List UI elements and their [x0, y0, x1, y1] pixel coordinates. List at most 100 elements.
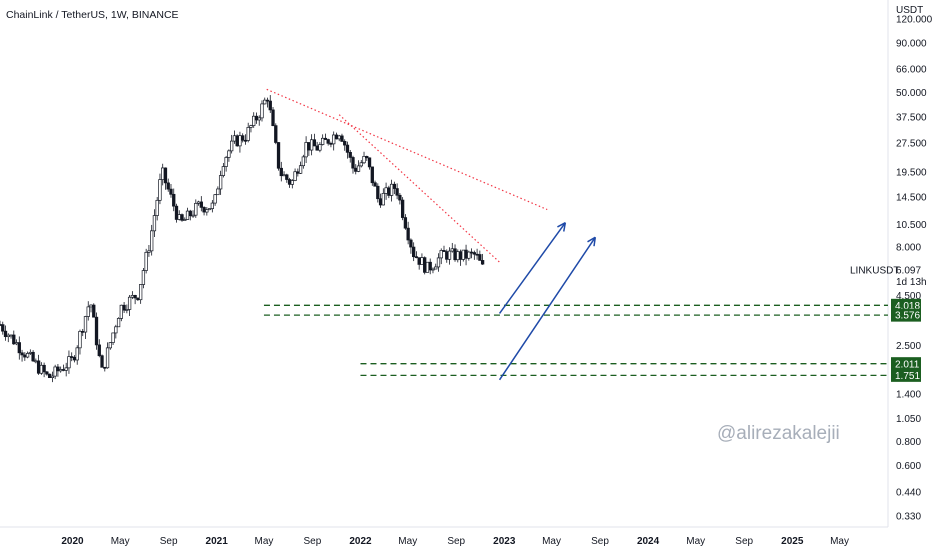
candle[interactable] — [207, 208, 212, 211]
candle[interactable] — [155, 199, 159, 216]
candle[interactable] — [362, 156, 366, 164]
candle[interactable] — [17, 342, 21, 354]
candle[interactable] — [356, 165, 361, 172]
candle[interactable] — [453, 248, 457, 261]
candle[interactable] — [25, 353, 30, 358]
candle[interactable] — [392, 183, 397, 189]
candle[interactable] — [64, 367, 68, 371]
candle[interactable] — [72, 356, 77, 361]
time-axis[interactable]: 2020 May Sep 2021 May Sep 2022 May Sep 2023 May Sep… — [61, 536, 849, 547]
candle[interactable] — [428, 261, 432, 271]
candle[interactable] — [180, 214, 184, 221]
candle[interactable] — [196, 201, 201, 204]
candle[interactable] — [287, 179, 292, 185]
candle[interactable] — [125, 309, 129, 311]
candle[interactable] — [265, 99, 270, 102]
candle[interactable] — [450, 248, 454, 252]
candle[interactable] — [296, 171, 300, 174]
candle[interactable] — [268, 100, 272, 111]
candle[interactable] — [307, 142, 311, 151]
candle[interactable] — [304, 142, 308, 158]
candle[interactable] — [406, 227, 410, 241]
candle[interactable] — [47, 373, 52, 378]
candle[interactable] — [210, 202, 214, 209]
trendline[interactable] — [338, 114, 500, 263]
candle[interactable] — [202, 207, 206, 213]
candle[interactable] — [0, 324, 2, 326]
candle[interactable] — [230, 140, 234, 152]
candle[interactable] — [467, 251, 471, 259]
candle[interactable] — [39, 364, 44, 374]
candle[interactable] — [400, 199, 405, 218]
candle[interactable] — [92, 304, 96, 318]
candle[interactable] — [376, 185, 380, 200]
candle[interactable] — [387, 187, 391, 196]
candle[interactable] — [53, 366, 57, 377]
candle[interactable] — [34, 360, 38, 363]
candle[interactable] — [345, 144, 350, 153]
candle[interactable] — [31, 351, 35, 362]
candle[interactable] — [243, 139, 248, 142]
candle[interactable] — [312, 139, 317, 147]
candle[interactable] — [384, 187, 388, 194]
candle[interactable] — [276, 142, 281, 169]
candle[interactable] — [480, 260, 485, 265]
candle[interactable] — [238, 135, 242, 147]
candle[interactable] — [381, 192, 385, 206]
candle[interactable] — [83, 316, 88, 333]
projection-arrow[interactable] — [498, 222, 566, 314]
candle[interactable] — [285, 174, 289, 180]
candle[interactable] — [61, 369, 66, 371]
candle[interactable] — [213, 194, 217, 204]
candle[interactable] — [398, 194, 402, 201]
candle[interactable] — [70, 356, 74, 358]
candle[interactable] — [144, 251, 148, 271]
candle[interactable] — [321, 137, 325, 145]
candle[interactable] — [174, 205, 179, 220]
candle[interactable] — [216, 188, 220, 196]
candle[interactable] — [403, 217, 408, 229]
candle[interactable] — [119, 304, 123, 319]
candle[interactable] — [254, 115, 259, 121]
candle[interactable] — [318, 144, 322, 151]
candle[interactable] — [439, 250, 443, 259]
candle[interactable] — [434, 266, 438, 270]
candle[interactable] — [227, 150, 231, 158]
candle[interactable] — [232, 135, 237, 142]
candle[interactable] — [89, 304, 93, 308]
candle[interactable] — [365, 156, 369, 159]
candle[interactable] — [105, 347, 110, 369]
candle[interactable] — [329, 142, 333, 145]
candle[interactable] — [309, 139, 314, 151]
candle[interactable] — [166, 182, 170, 190]
candle[interactable] — [395, 188, 399, 196]
candle[interactable] — [111, 332, 115, 343]
candle[interactable] — [161, 167, 165, 180]
candle[interactable] — [389, 183, 394, 196]
candle[interactable] — [224, 157, 228, 167]
candle[interactable] — [127, 296, 132, 310]
candle[interactable] — [172, 193, 176, 207]
candle[interactable] — [122, 304, 126, 311]
candle[interactable] — [9, 334, 13, 337]
candle[interactable] — [150, 230, 154, 252]
candle[interactable] — [81, 331, 85, 333]
candle[interactable] — [86, 306, 90, 317]
candle[interactable] — [412, 246, 416, 258]
candle[interactable] — [199, 201, 203, 208]
candle[interactable] — [221, 166, 226, 176]
candle[interactable] — [461, 249, 465, 260]
candle[interactable] — [235, 135, 239, 147]
candle[interactable] — [130, 294, 135, 298]
candle[interactable] — [301, 156, 306, 167]
candle[interactable] — [50, 375, 55, 378]
candle[interactable] — [56, 366, 60, 372]
candle[interactable] — [108, 342, 112, 349]
candle[interactable] — [414, 256, 419, 259]
candle[interactable] — [274, 125, 278, 143]
candle[interactable] — [475, 253, 479, 256]
candle[interactable] — [423, 257, 427, 273]
candle[interactable] — [332, 134, 336, 145]
candle[interactable] — [420, 257, 424, 265]
